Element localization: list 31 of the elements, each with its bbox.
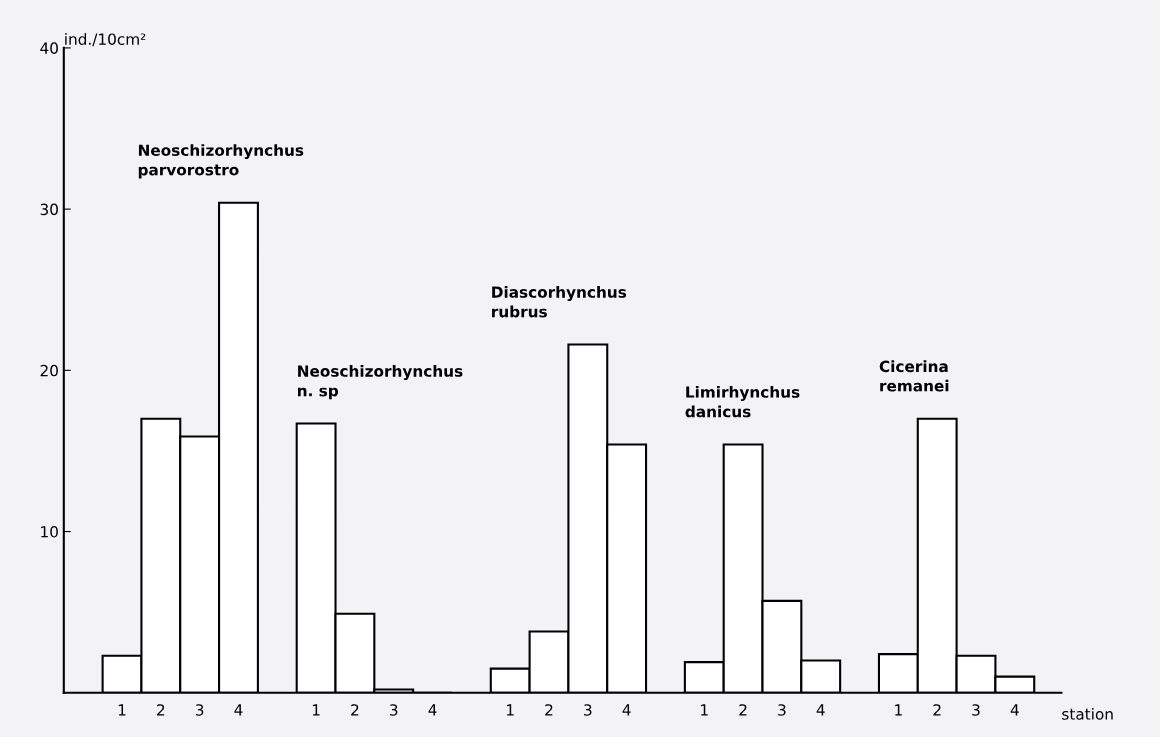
- x-tick-label: 3: [390, 704, 398, 716]
- y-tick-label: 40: [40, 42, 58, 54]
- x-tick-label: 1: [507, 704, 514, 716]
- annotation: Cicerina remanei: [879, 360, 949, 392]
- x-tick-label: 2: [351, 704, 359, 716]
- x-tick-label: 2: [157, 704, 165, 716]
- x-tick-label: 1: [701, 704, 708, 716]
- x-tick-label: 1: [895, 704, 902, 716]
- y-tick-label: 20: [40, 364, 58, 377]
- annotation: Diascorhynchus rubrus: [492, 286, 627, 318]
- annotation: Limirhynchus danicus: [685, 385, 800, 418]
- x-tick-label: 2: [545, 704, 553, 716]
- x-tick-label: 1: [118, 704, 126, 716]
- x-tick-label: 3: [195, 704, 204, 716]
- y-tick-label: 10: [41, 526, 58, 538]
- x-tick-label: 3: [778, 704, 786, 716]
- x-tick-label: 2: [933, 704, 941, 716]
- x-tick-label: 4: [1010, 704, 1019, 716]
- x-tick-label: 4: [428, 704, 437, 716]
- x-tick-label: 4: [816, 704, 825, 716]
- x-tick-label: 3: [972, 704, 980, 716]
- annotation: Neoschizorhynchus n. sp: [297, 365, 463, 400]
- y-tick-label: 30: [40, 203, 58, 216]
- x-tick-label: 4: [234, 704, 243, 716]
- x-tick-label: 4: [622, 704, 631, 716]
- x-tick-label: 3: [584, 704, 592, 716]
- y-axis-title: ind./10cm²: [65, 33, 146, 47]
- x-tick-label: 2: [739, 704, 747, 716]
- annotation: Neoschizorhynchus parvorostro: [138, 144, 304, 179]
- x-tick-label: 1: [312, 704, 320, 716]
- x-axis-title: station: [1062, 707, 1113, 720]
